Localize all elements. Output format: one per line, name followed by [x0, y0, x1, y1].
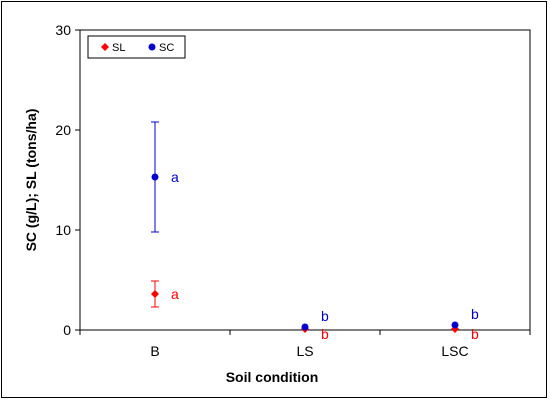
y-tick-label: 30	[55, 22, 71, 38]
significance-label: b	[471, 326, 479, 342]
legend-label-sc: SC	[159, 42, 174, 54]
y-tick-label: 10	[55, 222, 71, 238]
series-layer: ab bab b	[151, 121, 479, 342]
legend-label-sl: SL	[112, 42, 125, 54]
significance-label: a	[171, 286, 179, 302]
y-axis-title: SC (g/L); SL (tons/ha)	[23, 109, 39, 252]
x-tick-label: LS	[296, 343, 313, 359]
data-point	[301, 323, 309, 331]
y-axis: 0 10 20 30	[55, 22, 80, 338]
significance-label: b	[321, 326, 329, 342]
series-sc: a b b	[151, 121, 479, 331]
x-tick-label: B	[150, 343, 159, 359]
plot-border	[79, 29, 531, 331]
legend-marker-sc	[148, 43, 156, 51]
data-point	[151, 173, 159, 181]
significance-label: b	[321, 308, 329, 324]
y-tick-label: 0	[63, 322, 71, 338]
plot-area	[79, 29, 531, 331]
data-point	[451, 321, 459, 329]
significance-label: b	[471, 306, 479, 322]
x-axis: B LS LSC	[79, 330, 531, 359]
y-tick-label: 20	[55, 122, 71, 138]
x-tick-label: LSC	[441, 343, 468, 359]
legend: SL SC	[87, 35, 186, 59]
series-sl: ab b	[151, 280, 479, 342]
legend-marker-sl	[101, 43, 109, 51]
x-axis-title: Soil condition	[226, 369, 319, 385]
significance-label: a	[171, 169, 179, 185]
data-point	[151, 290, 159, 298]
legend-box	[87, 35, 186, 59]
